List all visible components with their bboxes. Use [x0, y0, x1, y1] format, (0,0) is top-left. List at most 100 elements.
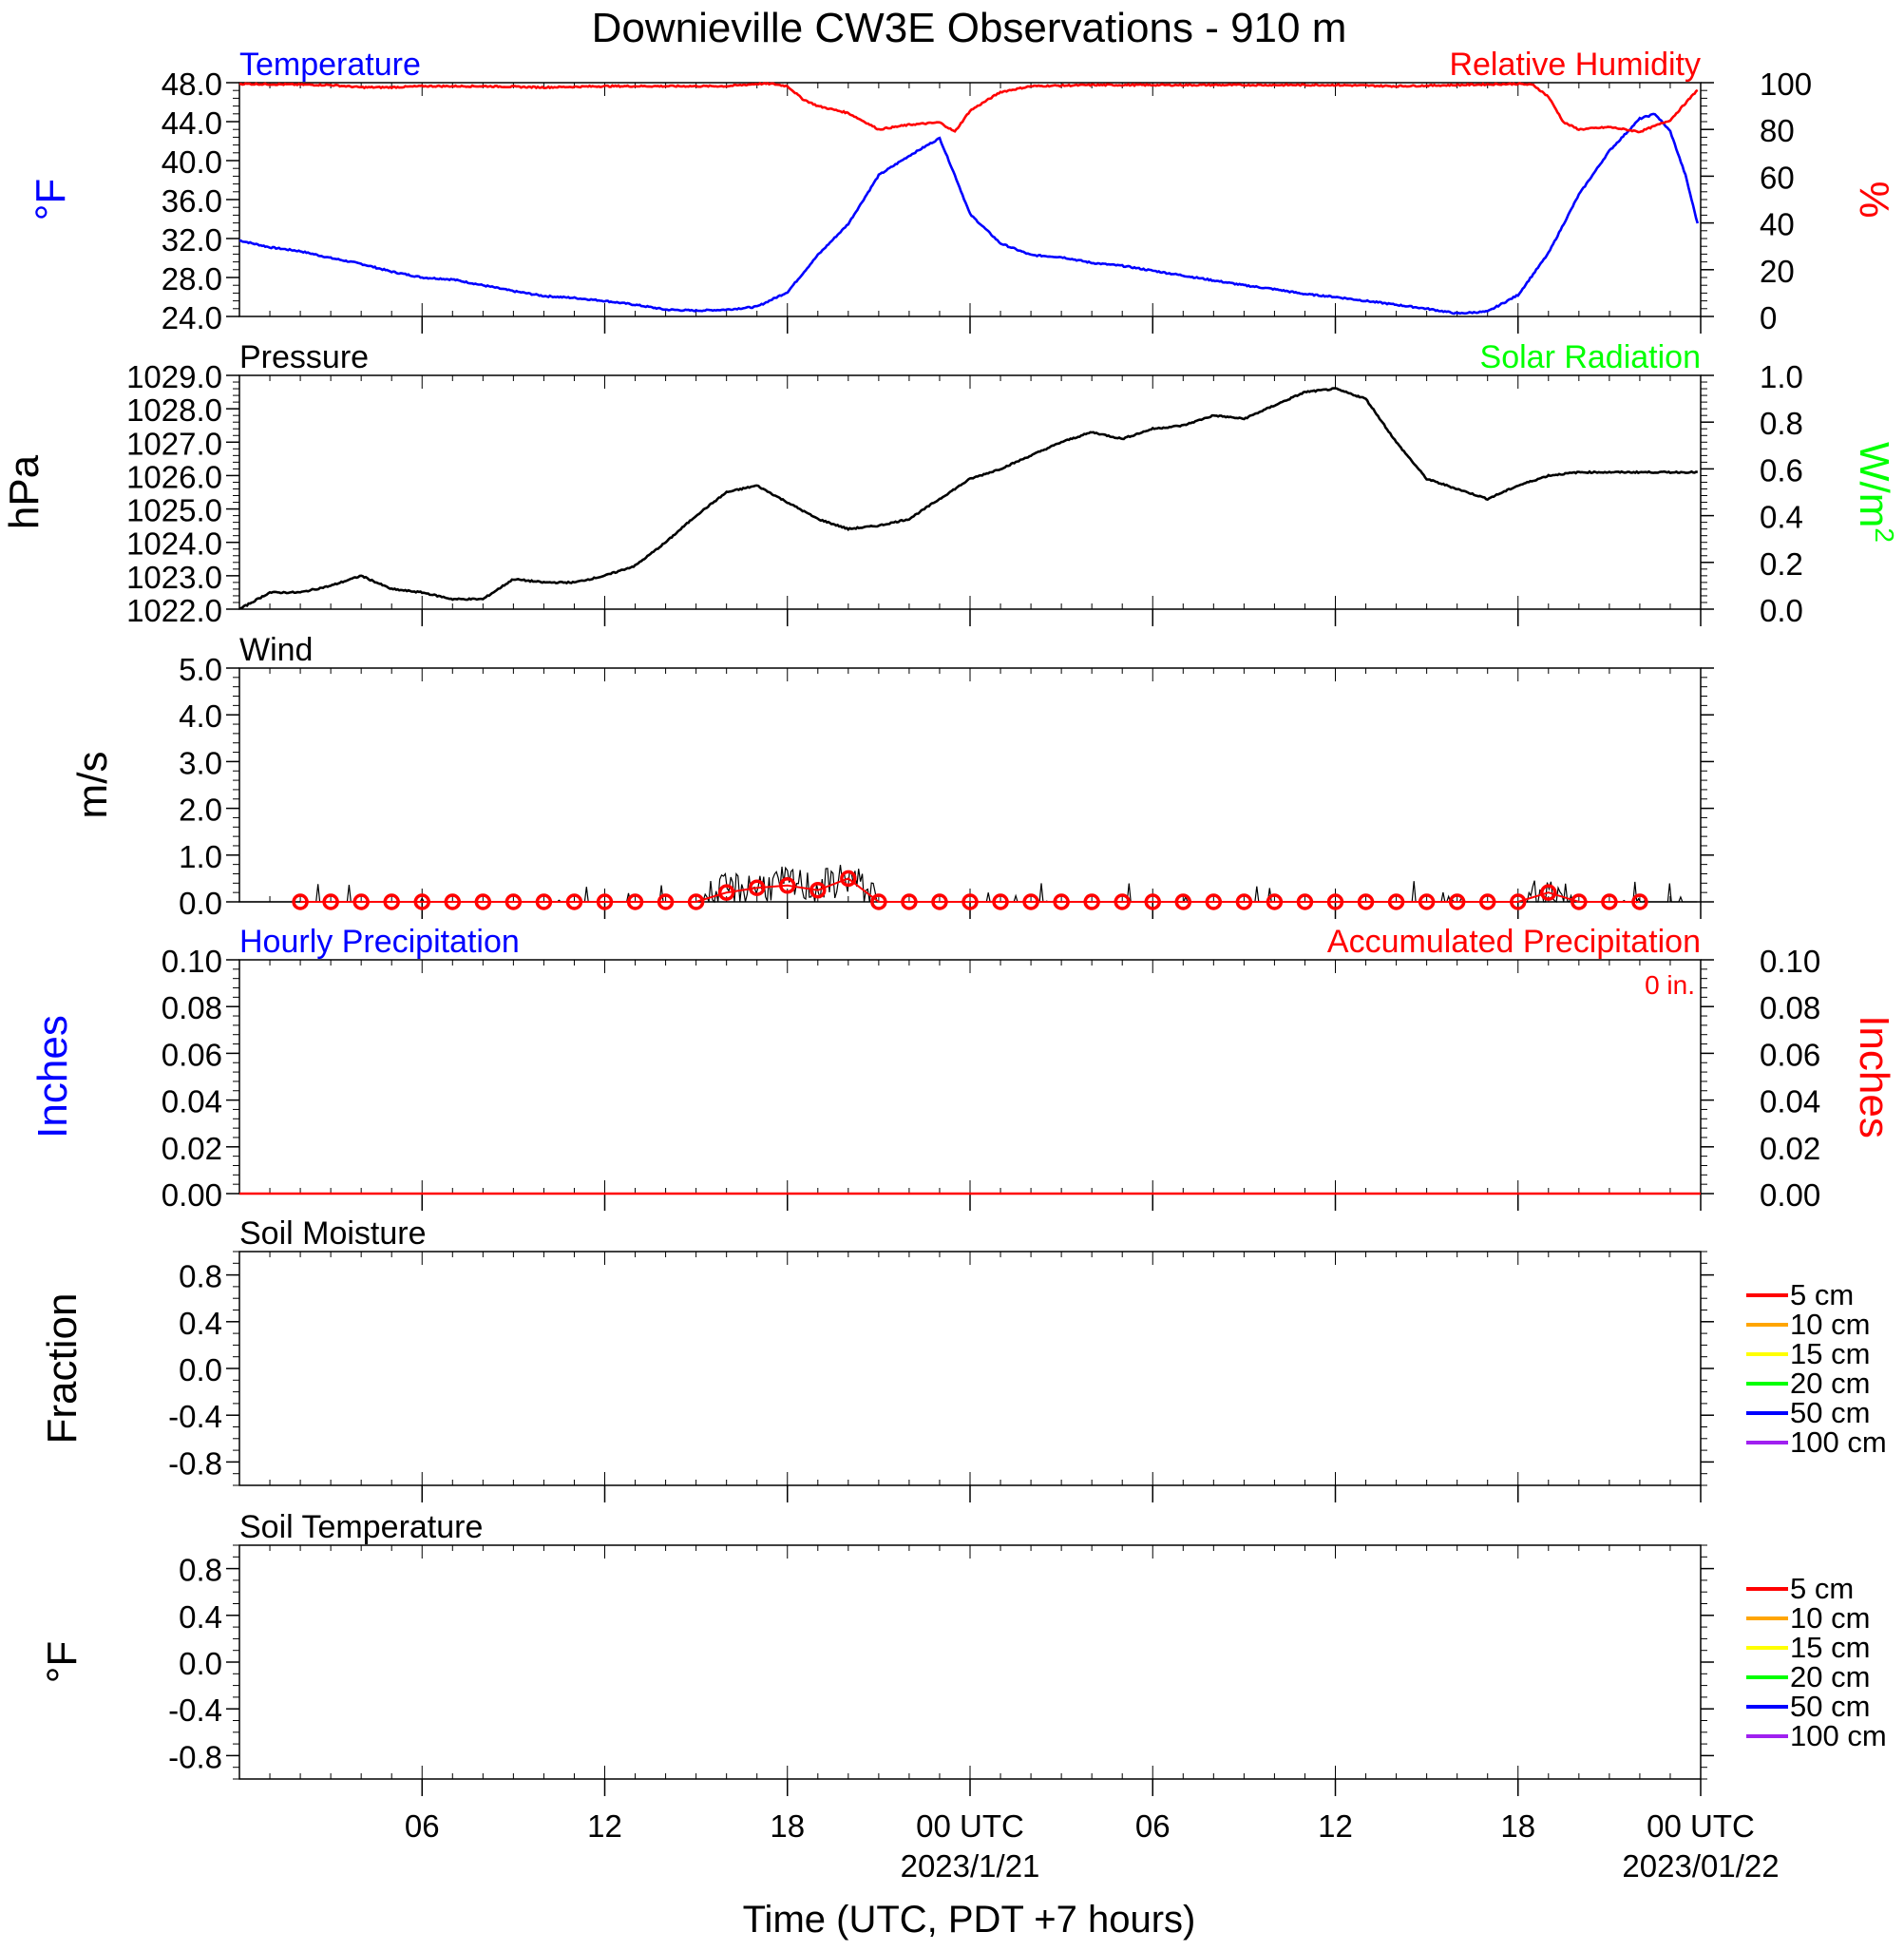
y-tick-label: 0.10 [162, 944, 222, 979]
y-axis-label: m/s [69, 752, 116, 819]
x-tick-label: 18 [770, 1808, 805, 1844]
panel-title: Soil Moisture [239, 1215, 427, 1252]
x-tick-label: 12 [587, 1808, 622, 1844]
wind-hourly-point [779, 877, 796, 894]
y2-tick-label: 0.10 [1760, 944, 1820, 979]
x-tick-date: 2023/01/22 [1622, 1848, 1779, 1884]
wind-hourly-point [1510, 893, 1527, 910]
wind-hourly-point [1631, 893, 1648, 910]
y-axis-label: °F [28, 179, 74, 220]
y-tick-label: 0.06 [162, 1037, 222, 1072]
y2-tick-label: 20 [1760, 254, 1795, 289]
y-axis-label: Fraction [39, 1293, 86, 1444]
y-tick-label: 1022.0 [126, 593, 222, 628]
y2-tick-label: 0.08 [1760, 990, 1820, 1025]
panel-3: 0.0 1.0 2.0 3.0 4.0 5.0 Wind m/s [69, 632, 1714, 921]
wind-hourly-point [840, 870, 857, 888]
y-axis-label: °F [39, 1641, 86, 1683]
legend-entry: 20 cm [1790, 1660, 1870, 1693]
time-axis: 06 12 18 00 UTC 2023/1/21 06 12 18 00 UTC 2023/01… [405, 1808, 1780, 1884]
y2-tick-label: 80 [1760, 113, 1795, 148]
wind-hourly-point [962, 893, 979, 910]
legend-entry: 50 cm [1790, 1396, 1870, 1429]
wind-hourly-point [292, 893, 309, 910]
plot-frame [238, 1544, 1702, 1780]
wind-hourly-point [383, 893, 400, 910]
y-tick-label: -0.4 [168, 1693, 222, 1728]
y-tick-label: -0.8 [168, 1739, 222, 1774]
y-tick-label: 1028.0 [126, 392, 222, 428]
panel-2: 1022.01023.01024.01025.01026.01027.01028… [1, 339, 1899, 628]
temperatureline [238, 112, 1700, 316]
y2-tick-label: 0.6 [1760, 452, 1803, 488]
wind-hourly-point [1114, 893, 1131, 910]
legend-entry: 100 cm [1790, 1425, 1887, 1459]
wind-hourly-point [687, 893, 705, 910]
wind-hourly-point [626, 893, 644, 910]
y-tick-label: -0.4 [168, 1399, 222, 1434]
y2-tick-label: 0 [1760, 300, 1777, 335]
y-tick-label: 0.4 [179, 1599, 222, 1635]
y-tick-label: 0.8 [179, 1553, 222, 1588]
wind-hourly-point [1296, 893, 1314, 910]
wind-hourly-point [1083, 893, 1100, 910]
legend-entry: 100 cm [1790, 1719, 1887, 1752]
y-tick-label: 0.0 [179, 886, 222, 921]
x-tick-label: 00 UTC [916, 1808, 1024, 1844]
y2-tick-label: 0.8 [1760, 406, 1803, 441]
wind-hourly-point [870, 893, 887, 910]
y-tick-label: 1.0 [179, 839, 222, 874]
y-tick-label: 0.0 [179, 1352, 222, 1387]
y-tick-label: 48.0 [162, 67, 222, 102]
y-tick-label: 44.0 [162, 105, 222, 141]
y-tick-label: 0.4 [179, 1306, 222, 1341]
y2-tick-label: 0.00 [1760, 1177, 1820, 1213]
panel-title: Wind [239, 632, 313, 668]
y2-tick-label: 0.4 [1760, 500, 1803, 535]
wind-hourly-point [1266, 893, 1284, 910]
wind-hourly-point [1022, 893, 1039, 910]
wind-hourly-point [1387, 893, 1405, 910]
wind-hourly-point [717, 884, 735, 901]
wind-hourly-point [1601, 893, 1618, 910]
wind-hourly-point [1357, 893, 1375, 910]
panel-title: Temperature [239, 47, 421, 83]
x-tick-date: 2023/1/21 [901, 1848, 1040, 1884]
y-tick-label: 1027.0 [126, 426, 222, 461]
wind-hourly-point [535, 893, 553, 910]
y2-tick-label: 1.0 [1760, 359, 1803, 394]
y2-axis-label: Inches [1851, 1015, 1897, 1138]
panel-right-title: Solar Radiation [1480, 339, 1701, 375]
panels: 24.0 28.032.036.040.044.048.0 0 20 40 60 80 100… [1, 47, 1899, 1796]
plot-frame [238, 959, 1702, 1195]
wind-hourly-point [809, 881, 827, 899]
legend-entry: 15 cm [1790, 1337, 1870, 1370]
wind-hourly-point [322, 893, 339, 910]
wind-hourly-point [1478, 893, 1496, 910]
panel-4: 0.00 0.02 0.04 0.06 0.08 0.10 0.00 0.02 0.04 0.06… [29, 924, 1897, 1213]
y2-axis-label: % [1851, 181, 1897, 218]
wind-hourly-point [1205, 893, 1223, 910]
legend-entry: 15 cm [1790, 1631, 1870, 1664]
y-tick-label: 3.0 [179, 745, 222, 780]
y-tick-label: 1023.0 [126, 560, 222, 595]
y2-axis-label: W/m2 [1851, 442, 1899, 543]
y-tick-label: 0.08 [162, 990, 222, 1025]
y-tick-label: 32.0 [162, 222, 222, 258]
x-tick-label: 00 UTC [1647, 1808, 1755, 1844]
y-tick-label: 24.0 [162, 300, 222, 335]
plot-frame [238, 1251, 1702, 1486]
y-tick-label: 0.8 [179, 1259, 222, 1294]
wind-hourly-point [1540, 884, 1557, 901]
panel-right-title: Accumulated Precipitation [1327, 924, 1701, 960]
plot-frame [238, 374, 1702, 610]
pressureline [238, 387, 1699, 610]
y-tick-label: 28.0 [162, 261, 222, 296]
y-axis-label: Inches [29, 1015, 76, 1138]
x-tick-label: 12 [1318, 1808, 1353, 1844]
panel-title: Soil Temperature [239, 1509, 483, 1545]
wind-hourly-point [1326, 893, 1344, 910]
figure-title: Downieville CW3E Observations - 910 m [592, 5, 1347, 51]
x-axis-label: Time (UTC, PDT +7 hours) [743, 1899, 1196, 1941]
